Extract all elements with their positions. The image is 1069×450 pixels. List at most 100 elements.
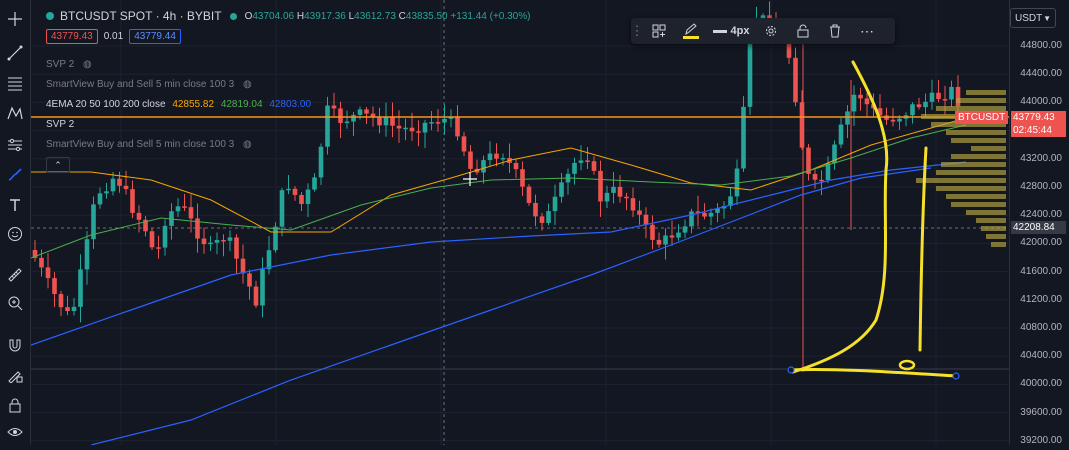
eye-off-icon[interactable]: ◍	[82, 59, 92, 70]
candle-body	[741, 106, 746, 169]
candle-body	[214, 240, 220, 243]
candle-body	[110, 178, 116, 192]
ema-50-line	[30, 124, 967, 259]
collapse-legend-button[interactable]: ⌃	[46, 157, 70, 173]
close-label: C	[398, 10, 406, 22]
candle-body	[58, 294, 64, 308]
crosshair-icon[interactable]	[4, 8, 26, 30]
candle-body	[279, 190, 285, 227]
price-axis[interactable]: 44800.0044400.0044000.0043600.0043200.00…	[1009, 0, 1069, 446]
volume-profile-bar	[991, 242, 1006, 247]
volume-profile-bar	[941, 162, 1006, 167]
unlock-icon[interactable]	[787, 24, 819, 38]
candle-body	[630, 198, 636, 211]
settings-gear-icon[interactable]	[755, 24, 787, 38]
candle-body	[32, 250, 38, 258]
candle-body	[702, 212, 707, 217]
candle-body	[299, 194, 304, 205]
buy-price-button[interactable]: 43779.44	[129, 29, 181, 44]
candle-body	[351, 114, 356, 122]
drawing-anchor-handle	[787, 366, 795, 374]
volume-profile-bar	[936, 186, 1006, 191]
chevron-down-icon: ▼	[1043, 13, 1051, 23]
lock-draw-icon[interactable]	[4, 364, 26, 386]
svp-indicator-bottom[interactable]: SVP 2	[46, 119, 74, 130]
candle-body	[136, 212, 142, 220]
candle-body	[468, 151, 473, 169]
volume-profile-bar	[966, 90, 1006, 95]
candle-body	[312, 177, 317, 190]
svp-indicator-top[interactable]: SVP 2 ◍	[46, 59, 92, 70]
candle-body	[923, 101, 928, 108]
candle-body	[611, 186, 616, 193]
candle-body	[390, 117, 395, 126]
drawing-anchor-handle	[952, 372, 960, 380]
candle-body	[864, 98, 870, 105]
line-width-button[interactable]: 4px	[707, 25, 755, 37]
eye-off-icon[interactable]: ◍	[243, 139, 252, 150]
currency-label: USDT	[1015, 12, 1043, 24]
drag-handle-icon[interactable]: ⋮	[630, 23, 644, 38]
candle-body	[260, 269, 265, 306]
candle-body	[65, 307, 70, 312]
low-value: 43612.73	[354, 10, 396, 22]
candle-body	[526, 186, 532, 203]
candle-body	[929, 92, 935, 102]
trash-icon[interactable]	[819, 24, 851, 38]
chevron-up-icon: ⌃	[54, 159, 62, 170]
candle-body	[851, 94, 857, 112]
candle-body	[104, 191, 109, 194]
ema-100-value: 42803.00	[269, 99, 312, 110]
volume-profile-bar	[916, 178, 1006, 183]
templates-icon[interactable]	[643, 24, 675, 38]
high-value: 43917.36	[304, 10, 346, 22]
candle-body	[715, 208, 720, 213]
candle-body	[604, 192, 610, 202]
chart-area[interactable]	[30, 0, 1009, 446]
symbol-title[interactable]: BTCUSDT SPOT · 4h · BYBIT	[60, 9, 222, 23]
magnet-icon[interactable]	[4, 334, 26, 356]
candle-body	[539, 216, 545, 223]
measure-icon[interactable]	[4, 134, 26, 156]
emoji-icon[interactable]	[4, 223, 26, 245]
candle-body	[175, 206, 181, 212]
trend-line-icon[interactable]	[4, 42, 26, 64]
candle-body	[416, 131, 421, 133]
candle-body	[383, 117, 389, 126]
ruler-icon[interactable]	[4, 264, 26, 286]
close-value: 43835.50	[405, 10, 448, 22]
smartview-indicator-bottom[interactable]: SmartView Buy and Sell 5 min close 100 3…	[46, 139, 252, 150]
ema-indicator[interactable]: 4EMA 20 50 100 200 close 42855.82 42819.…	[46, 99, 311, 110]
eye-off-icon[interactable]: ◍	[243, 79, 252, 90]
candle-body	[338, 108, 343, 124]
candle-body	[786, 40, 792, 58]
pattern-icon[interactable]	[4, 102, 26, 124]
candle-body	[572, 162, 577, 174]
candle-body	[247, 273, 252, 287]
eye-icon[interactable]	[4, 421, 26, 443]
candle-body	[494, 153, 499, 159]
candle-body	[71, 306, 77, 312]
sell-price-button[interactable]: 43779.43	[46, 29, 98, 44]
legend: BTCUSDT SPOT · 4h · BYBIT O43704.06 H439…	[46, 9, 530, 44]
currency-select[interactable]: USDT ▼	[1010, 8, 1056, 28]
volume-profile-bar	[951, 138, 1006, 143]
lock-icon[interactable]	[4, 394, 26, 416]
price-tick-label: 44800.00	[1020, 40, 1062, 51]
zoom-icon[interactable]	[4, 292, 26, 314]
volume-profile-bar	[956, 98, 1006, 103]
smartview-indicator-top[interactable]: SmartView Buy and Sell 5 min close 100 3…	[46, 79, 252, 90]
candle-body	[669, 235, 675, 238]
line-width-icon	[712, 29, 727, 33]
volume-profile-bar	[981, 226, 1006, 231]
price-chart[interactable]	[30, 0, 1009, 446]
candle-body	[273, 226, 278, 251]
pencil-color-icon[interactable]	[675, 23, 707, 39]
candle-body	[910, 104, 915, 116]
candle-body	[617, 186, 623, 197]
price-tick-label: 41600.00	[1020, 265, 1062, 277]
text-icon[interactable]	[4, 194, 26, 216]
more-icon[interactable]: ⋯	[860, 22, 874, 39]
brush-icon[interactable]	[4, 164, 26, 186]
fib-icon[interactable]	[4, 72, 26, 94]
